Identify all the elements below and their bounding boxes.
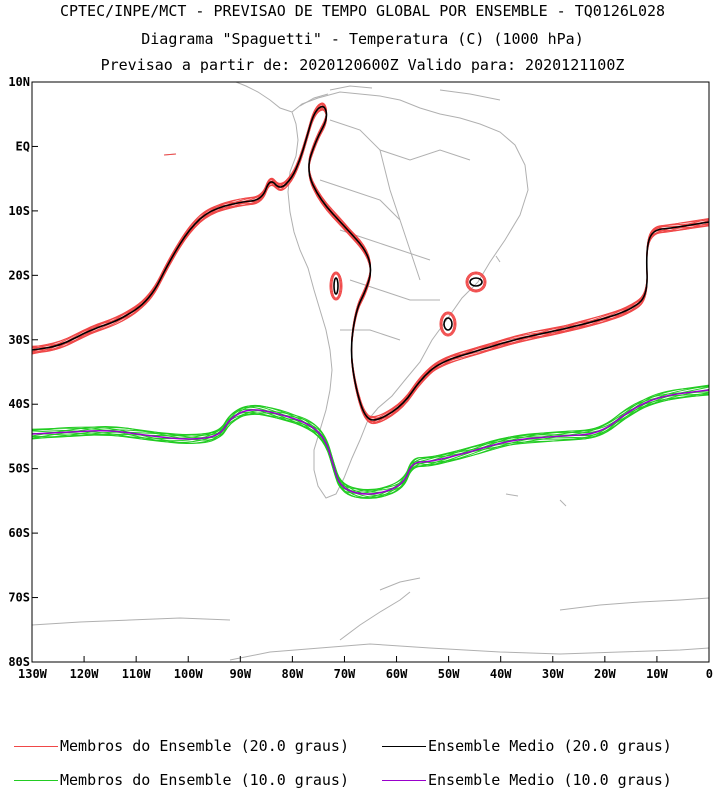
isotherm-20-member (31, 109, 710, 421)
isotherm-20-member (163, 153, 177, 156)
legend-swatch-black (382, 746, 426, 747)
x-tick-label: 30W (542, 667, 564, 681)
coastline-segment (559, 499, 567, 507)
isotherm-20-member (440, 312, 456, 336)
legend-label: Membros do Ensemble (20.0 graus) (60, 737, 349, 755)
x-tick-label: 20W (594, 667, 616, 681)
legend-label: Ensemble Medio (10.0 graus) (428, 771, 672, 789)
x-tick-label: 110W (122, 667, 152, 681)
isotherm-20-mean-line (333, 277, 339, 295)
isotherm-20-member (31, 103, 710, 423)
x-tick-label: 70W (334, 667, 356, 681)
coastline-segment (349, 279, 440, 301)
isotherm-20-mean-line (443, 317, 453, 331)
isotherm-20-member (466, 272, 486, 292)
isotherm-10-member (31, 391, 710, 494)
isotherm-10-mean (31, 389, 710, 495)
title-line-3: Previsao a partir de: 2020120600Z Valido… (100, 56, 625, 74)
legend-swatch-purple (382, 780, 426, 781)
legend-swatch-green (14, 780, 58, 781)
isotherm-10-member (31, 394, 710, 491)
isotherm-20-member (441, 313, 455, 335)
isotherm-20-member (467, 273, 485, 291)
x-tick-label: 40W (490, 667, 512, 681)
coastline-segment (229, 643, 710, 661)
isotherm-10-member (31, 393, 710, 492)
coastline-segment (329, 85, 373, 91)
isotherm-10-member (31, 393, 710, 491)
y-tick-label: 40S (8, 397, 30, 411)
isotherm-20-member (331, 273, 341, 299)
legend-item-mean-10: Ensemble Medio (10.0 graus) (382, 770, 672, 790)
x-axis: 130W 120W 110W 100W 90W 80W 70W 60W 50W 40W 30W 20W… (18, 656, 713, 681)
isotherm-10-member (31, 385, 710, 499)
y-tick-label: 30S (8, 333, 30, 347)
y-tick-label: 80S (8, 655, 30, 669)
x-tick-label: 100W (174, 667, 204, 681)
coastline-segment (235, 81, 293, 113)
y-tick-label: EQ (16, 139, 30, 153)
coastline-segment (299, 93, 329, 107)
x-tick-label: 0 (706, 667, 713, 681)
coastline-segment (329, 119, 471, 161)
isotherm-20-member (31, 103, 710, 418)
isotherm-20-mean-line (31, 105, 710, 421)
isotherm-10-member (31, 386, 710, 498)
coastline-segment (379, 577, 421, 591)
isotherm-20-member (31, 102, 710, 421)
title-line-1: CPTEC/INPE/MCT - PREVISAO DE TEMPO GLOBA… (59, 2, 666, 20)
coastline-layer (31, 81, 710, 661)
x-tick-label: 10W (646, 667, 668, 681)
x-tick-label: 60W (386, 667, 408, 681)
map-frame (31, 81, 710, 663)
coastline-segment (340, 329, 401, 341)
isotherm-10-member (31, 392, 710, 493)
legend-label: Ensemble Medio (20.0 graus) (428, 737, 672, 755)
y-tick-label: 50S (8, 462, 30, 476)
coastline-segment (31, 617, 231, 626)
isotherm-20-member (439, 311, 457, 337)
isotherm-10-member (31, 388, 710, 496)
legend-item-members-10: Membros do Ensemble (10.0 graus) (14, 770, 349, 790)
y-tick-label: 70S (8, 591, 30, 605)
x-tick-label: 90W (229, 667, 251, 681)
isotherm-20-member (465, 271, 487, 293)
isotherm-10-member (31, 384, 710, 499)
coastline-segment (505, 493, 519, 497)
coastline-segment (495, 255, 501, 263)
isotherm-20-mean (31, 105, 710, 421)
legend-swatch-red (14, 746, 58, 747)
coastline-segment (319, 179, 401, 221)
y-tick-label: 20S (8, 268, 30, 282)
x-tick-label: 80W (282, 667, 304, 681)
title-line-2: Diagrama "Spaguetti" - Temperatura (C) (… (141, 30, 584, 48)
y-tick-label: 10N (8, 75, 30, 89)
legend-item-members-20: Membros do Ensemble (20.0 graus) (14, 736, 349, 756)
coastline-segment (439, 89, 501, 101)
legend-item-mean-20: Ensemble Medio (20.0 graus) (382, 736, 672, 756)
y-tick-label: 60S (8, 526, 30, 540)
legend-label: Membros do Ensemble (10.0 graus) (60, 771, 349, 789)
x-tick-label: 130W (18, 667, 48, 681)
coastline-segment (559, 597, 710, 611)
isotherm-10-mean-line (31, 389, 710, 495)
y-tick-label: 10S (8, 204, 30, 218)
y-axis: 10N EQ 10S 20S 30S 40S 50S 60S 70S 80S (8, 75, 38, 669)
isotherm-20-mean-line (469, 277, 483, 287)
coastline-segment (379, 149, 421, 281)
isotherm-10-members (31, 384, 710, 499)
isotherm-20-member (329, 271, 343, 301)
isotherm-20-member (31, 102, 710, 419)
x-tick-label: 120W (70, 667, 100, 681)
coastline-segment (339, 591, 411, 641)
isotherm-20-member (330, 272, 342, 300)
x-tick-label: 50W (438, 667, 460, 681)
isotherm-10-member (31, 384, 710, 499)
